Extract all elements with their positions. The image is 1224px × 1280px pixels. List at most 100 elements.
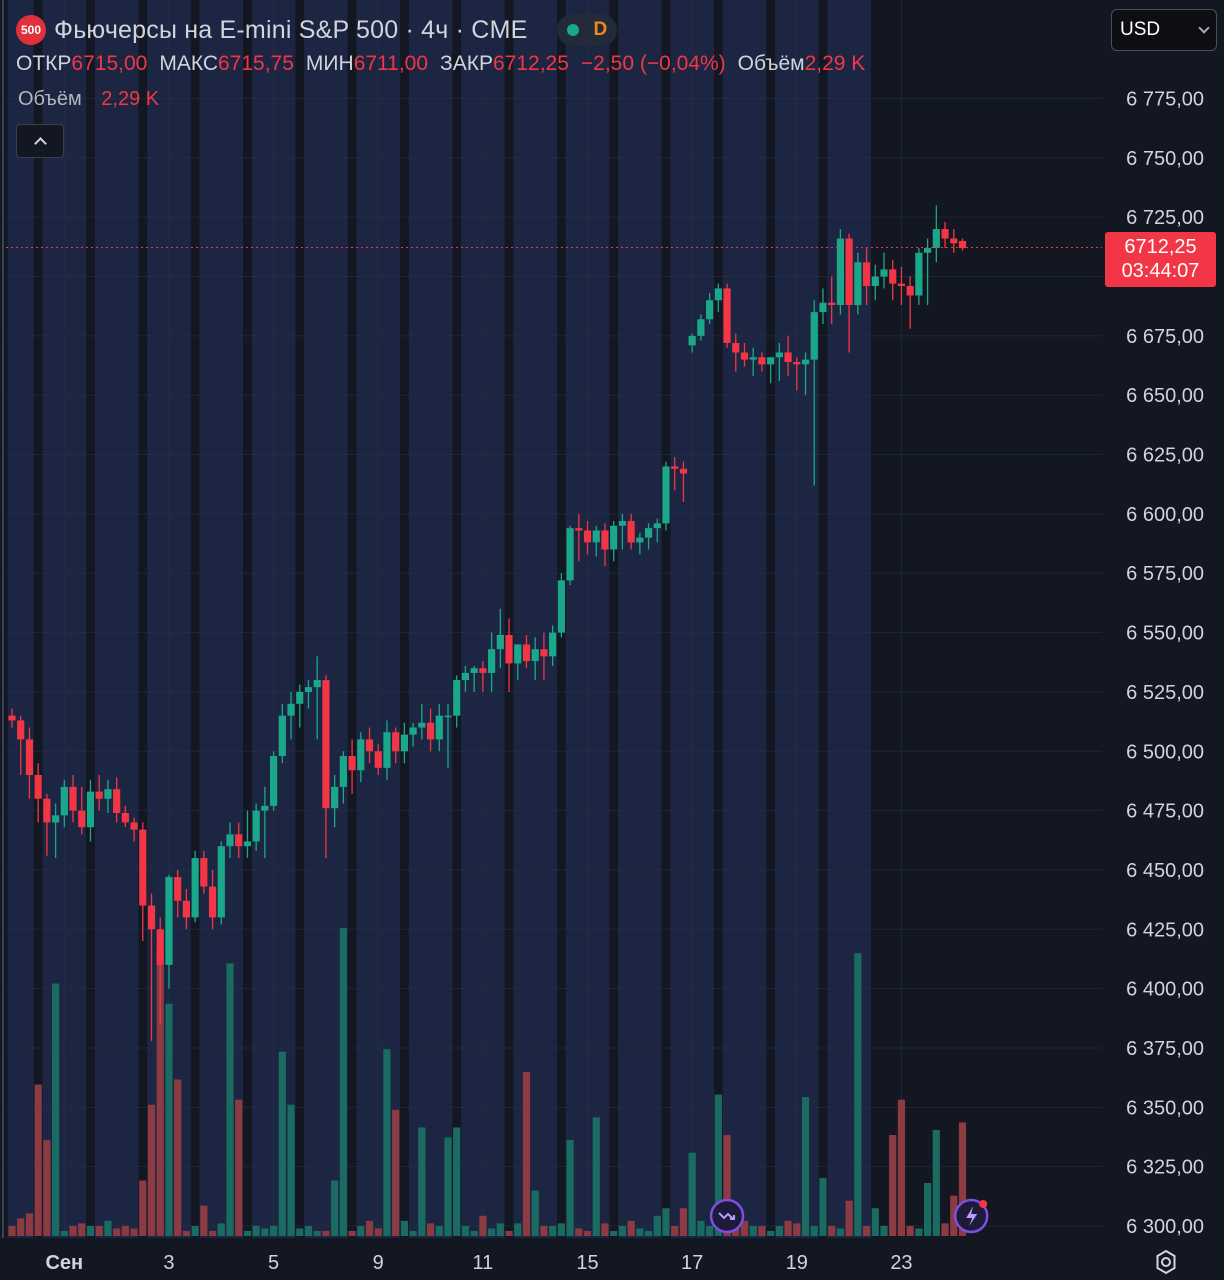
volume-bar <box>575 1228 583 1236</box>
volume-bar <box>52 983 60 1236</box>
volume-bar <box>444 1137 452 1236</box>
candle-body <box>749 357 757 360</box>
candle-body <box>636 537 644 543</box>
candle-body <box>732 342 740 353</box>
session-band <box>94 0 139 1238</box>
volume-bar <box>958 1122 967 1236</box>
candle-body <box>304 687 313 692</box>
volume-bar <box>897 1099 906 1236</box>
volume-bar <box>217 1223 225 1236</box>
candle-body <box>78 810 86 828</box>
volume-bar <box>566 1140 574 1236</box>
volume-bar <box>627 1220 635 1236</box>
volume-bar <box>252 1225 260 1236</box>
price-tick-label: 6 675,00 <box>1126 326 1204 348</box>
price-tick-label: 6 775,00 <box>1126 89 1204 111</box>
volume-bar <box>374 1228 382 1236</box>
candle-body <box>426 722 435 740</box>
candle-body <box>313 680 321 688</box>
volume-bar <box>339 928 347 1236</box>
volume-bar <box>409 1230 417 1236</box>
candle-body <box>610 525 618 550</box>
flash-glyph <box>966 1206 978 1226</box>
volume-bar <box>322 1230 330 1236</box>
session-band <box>7 0 34 1238</box>
candle-body <box>435 715 443 740</box>
symbol-title[interactable]: Фьючерсы на E-mini S&P 500 · 4ч · CME <box>54 15 528 44</box>
candle-body <box>409 727 417 735</box>
price-tick-label: 6 375,00 <box>1126 1038 1204 1060</box>
currency-dropdown[interactable]: USD <box>1111 9 1217 51</box>
volume-bar <box>313 1230 321 1236</box>
volume-bar <box>479 1215 487 1236</box>
candle-body <box>252 810 260 842</box>
candle-body <box>52 815 60 823</box>
candle-body <box>34 775 42 799</box>
volume-indicator-legend[interactable]: Объём 2,29 K <box>18 88 159 111</box>
candle-body <box>740 352 749 360</box>
volume-bar <box>156 948 164 1236</box>
volume-bar <box>34 1084 42 1236</box>
candle-body <box>688 335 696 346</box>
candle-body <box>296 691 304 704</box>
candle-body <box>226 834 234 847</box>
volume-bar <box>426 1223 435 1236</box>
candle-body <box>208 886 217 918</box>
volume-bar <box>714 1094 722 1236</box>
candle-body <box>121 812 129 823</box>
price-tick-label: 6 450,00 <box>1126 860 1204 882</box>
candle-body <box>828 302 836 306</box>
candle-body <box>662 466 670 524</box>
symbol-logo[interactable]: 500 <box>16 15 46 45</box>
session-band <box>827 0 871 1238</box>
volume-bar <box>932 1129 940 1236</box>
price-tick-label: 6 425,00 <box>1126 919 1204 941</box>
candle-body <box>322 680 330 809</box>
volume-bar <box>810 1225 818 1236</box>
market-status-pill[interactable]: D <box>557 14 618 46</box>
candle-body <box>113 789 121 813</box>
collapse-legend-button[interactable] <box>16 124 64 158</box>
volume-bar <box>549 1225 557 1236</box>
volume-bar <box>836 1228 844 1236</box>
candle-body <box>453 680 461 716</box>
candle-body <box>217 846 225 918</box>
price-tick-label: 6 750,00 <box>1126 148 1204 170</box>
time-tick-label: 19 <box>786 1252 808 1274</box>
volume-bar <box>488 1228 496 1236</box>
price-tick-label: 6 550,00 <box>1126 623 1204 645</box>
time-tick-label: 9 <box>373 1252 384 1274</box>
volume-bar <box>130 1228 138 1236</box>
event-glyph <box>718 1212 736 1220</box>
volume-bar <box>871 1208 879 1236</box>
volume-bar <box>461 1225 470 1236</box>
chevron-down-icon <box>1198 22 1210 34</box>
volume-bar <box>706 1225 714 1236</box>
volume-bar <box>941 1223 949 1236</box>
volume-bar <box>182 1230 190 1236</box>
volume-bar <box>113 1228 121 1236</box>
price-tick-label: 6 475,00 <box>1126 801 1204 823</box>
change-value: −2,50 (−0,04%) <box>580 52 726 75</box>
volume-bar <box>104 1220 112 1236</box>
candle-body <box>706 300 714 320</box>
candle-body <box>400 734 408 752</box>
volume-bar <box>60 1230 68 1236</box>
volume-bar <box>226 963 234 1236</box>
candle-body <box>95 791 103 799</box>
volume-bar <box>235 1099 243 1236</box>
volume-bar <box>296 1228 304 1236</box>
candle-body <box>880 269 888 277</box>
low-value: 6711,00 <box>353 52 429 75</box>
candle-body <box>418 722 426 728</box>
chart-settings-button[interactable] <box>1152 1248 1180 1276</box>
volume-bar <box>924 1182 932 1236</box>
candle-body <box>767 357 775 365</box>
candle-body <box>191 858 199 918</box>
volume-bar <box>95 1225 103 1236</box>
candle-body <box>531 649 539 662</box>
session-band <box>618 0 662 1238</box>
candle-body <box>924 248 932 253</box>
volume-indicator-label: Объём <box>18 88 82 110</box>
